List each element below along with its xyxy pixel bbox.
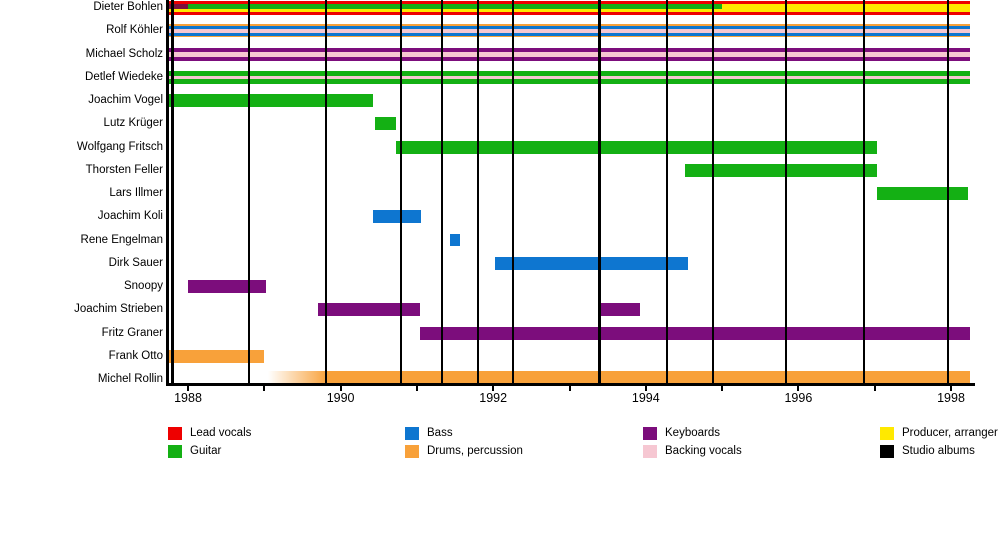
plot-left-border [166, 0, 169, 384]
member-label: Wolfgang Fritsch [76, 140, 163, 153]
member-bar-keyboards [168, 3, 188, 9]
member-bar-keyboards [599, 303, 640, 317]
member-bar-guitar [168, 94, 373, 107]
legend-swatch-backing_vocals [643, 445, 657, 458]
member-bar-keyboards [419, 326, 971, 340]
legend-label-bass: Bass [427, 427, 453, 439]
studio-album-line [324, 0, 328, 384]
member-label: Dieter Bohlen [93, 1, 163, 13]
member-label: Lutz Krüger [103, 117, 163, 130]
member-bar-bass [372, 210, 421, 224]
member-label: Thorsten Feller [85, 163, 163, 176]
member-label: Joachim Vogel [88, 94, 163, 106]
legend-label-backing_vocals: Backing vocals [665, 445, 742, 457]
member-bar-backing_vocals [168, 28, 971, 33]
x-axis-line [166, 383, 975, 386]
member-label: Lars Illmer [109, 187, 163, 199]
studio-album-line [440, 0, 444, 384]
x-axis-year-label: 1994 [631, 391, 660, 405]
member-bar-backing_vocals [168, 75, 971, 79]
member-bar-keyboards [317, 303, 420, 317]
studio-album-line [476, 0, 480, 384]
member-label: Detlef Wiedeke [85, 70, 163, 83]
x-axis-year-label: 1990 [326, 391, 355, 405]
legend-swatch-studio_albums [880, 445, 894, 458]
member-label: Rene Engelman [80, 233, 163, 246]
x-axis-year-label: 1998 [937, 391, 965, 405]
member-bar-guitar [374, 117, 396, 131]
member-bar-guitar [395, 140, 877, 154]
legend-label-keyboards: Keyboards [665, 427, 720, 439]
legend-swatch-lead_vocals [168, 427, 182, 440]
studio-album-line [598, 0, 601, 384]
member-label: Fritz Graner [101, 326, 163, 339]
x-axis-tick [339, 386, 342, 391]
member-label: Joachim Strieben [74, 303, 163, 316]
member-bar-drums [268, 371, 971, 383]
studio-album-line [784, 0, 788, 384]
member-label: Michel Rollin [97, 373, 163, 385]
x-axis-tick [568, 386, 571, 391]
member-bar-bass [450, 234, 460, 246]
member-bar-drums [168, 349, 265, 363]
member-bar-backing_vocals [168, 51, 971, 57]
studio-album-line [946, 0, 950, 384]
x-axis-tick [950, 386, 952, 391]
member-label: Snoopy [123, 280, 163, 292]
studio-album-line [171, 0, 174, 384]
legend-label-producer: Producer, arranger [902, 427, 998, 439]
legend-swatch-producer [880, 427, 894, 440]
member-bar-bass [494, 256, 688, 270]
x-axis-year-label: 1988 [174, 391, 202, 405]
x-axis-tick [797, 386, 800, 391]
x-axis-tick [187, 386, 189, 391]
x-axis-tick [415, 386, 418, 391]
studio-album-line [399, 0, 403, 384]
member-bar-guitar [876, 187, 968, 200]
member-label: Joachim Koli [97, 210, 163, 223]
legend-swatch-drums [405, 445, 419, 458]
legend-label-lead_vocals: Lead vocals [190, 427, 252, 439]
x-axis-tick [873, 386, 876, 391]
member-label: Rolf Köhler [106, 24, 163, 37]
member-bar-guitar [188, 3, 723, 9]
studio-album-line [511, 0, 515, 384]
member-bar-guitar [684, 163, 877, 177]
studio-album-line [665, 0, 669, 384]
x-axis-tick [721, 386, 724, 391]
legend-swatch-keyboards [643, 427, 657, 440]
legend-swatch-bass [405, 427, 419, 440]
legend-swatch-guitar [168, 445, 182, 458]
legend-label-studio_albums: Studio albums [902, 445, 975, 457]
x-axis-tick [644, 386, 647, 391]
legend-label-guitar: Guitar [190, 445, 222, 457]
x-axis-year-label: 1992 [479, 391, 508, 405]
legend-label-drums: Drums, percussion [427, 445, 523, 457]
member-bar-keyboards [188, 280, 266, 293]
x-axis-year-label: 1996 [784, 391, 813, 405]
x-axis-tick [492, 386, 495, 391]
studio-album-line [711, 0, 715, 384]
member-label: Michael Scholz [85, 47, 163, 60]
member-label: Dirk Sauer [108, 256, 163, 269]
studio-album-line [247, 0, 251, 384]
x-axis-tick [263, 386, 266, 391]
member-label: Frank Otto [108, 349, 163, 362]
studio-album-line [862, 0, 866, 384]
